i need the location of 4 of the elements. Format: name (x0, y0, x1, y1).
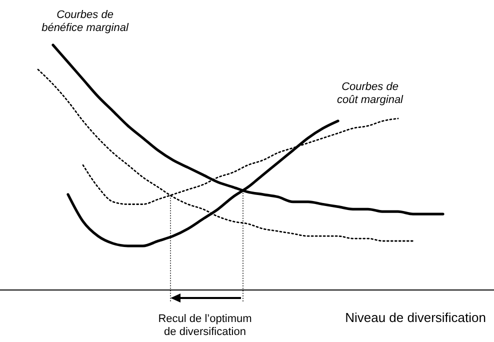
text: Recul de l’optimum de diversification (158, 313, 252, 338)
x-axis-title: Niveau de diversification (345, 310, 486, 325)
annotation: Courbes de coût marginal (336, 81, 404, 106)
text: Courbes de bénéfice marginal (42, 9, 129, 34)
